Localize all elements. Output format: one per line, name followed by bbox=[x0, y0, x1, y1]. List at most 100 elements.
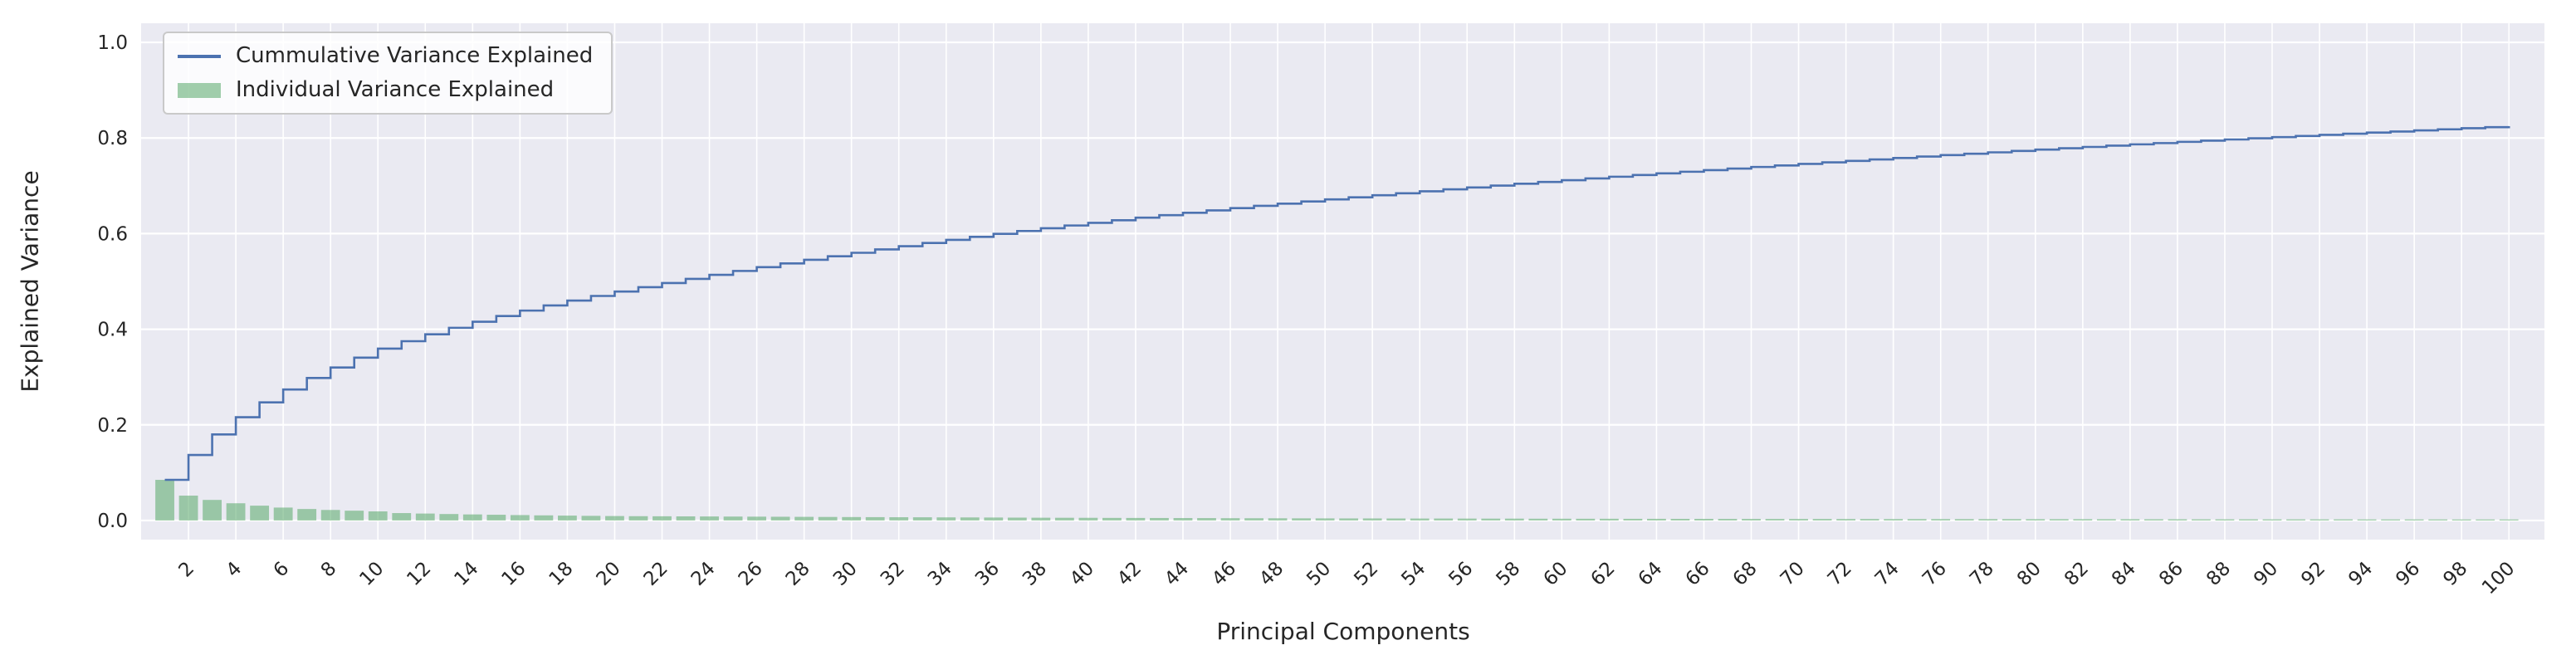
x-tick-label: 72 bbox=[1824, 558, 1856, 590]
x-tick-label: 86 bbox=[2155, 558, 2187, 590]
individual-variance-bar bbox=[1765, 519, 1785, 521]
individual-variance-bar bbox=[770, 516, 790, 521]
individual-variance-bar bbox=[960, 517, 980, 521]
individual-variance-bar bbox=[2404, 519, 2424, 521]
individual-variance-bar bbox=[1836, 519, 1856, 521]
x-tick-label: 84 bbox=[2108, 558, 2140, 590]
individual-variance-bar bbox=[557, 516, 577, 521]
individual-variance-bar bbox=[1078, 517, 1098, 521]
x-tick-label: 44 bbox=[1161, 558, 1193, 590]
individual-variance-bar bbox=[747, 516, 766, 521]
x-tick-label: 10 bbox=[355, 558, 388, 590]
y-tick-label: 0.6 bbox=[97, 223, 128, 245]
individual-variance-bar bbox=[1907, 519, 1927, 521]
individual-variance-bar bbox=[1528, 518, 1548, 521]
x-tick-label: 28 bbox=[782, 558, 814, 590]
x-tick-label: 66 bbox=[1682, 558, 1714, 590]
individual-variance-bar bbox=[1386, 518, 1406, 521]
individual-variance-bar bbox=[889, 517, 909, 521]
individual-variance-bar bbox=[2120, 519, 2140, 521]
x-tick-label: 12 bbox=[403, 558, 435, 590]
individual-variance-bar bbox=[2310, 519, 2329, 521]
individual-variance-bar bbox=[1931, 519, 1951, 521]
x-tick-label: 96 bbox=[2392, 558, 2424, 590]
individual-variance-bar bbox=[1268, 518, 1288, 521]
legend-item-cumulative: Cummulative Variance Explained bbox=[178, 43, 593, 69]
individual-variance-bar bbox=[2428, 519, 2448, 521]
individual-variance-bar bbox=[297, 509, 317, 521]
individual-variance-bar bbox=[1007, 517, 1027, 521]
x-tick-label: 46 bbox=[1208, 558, 1240, 590]
individual-variance-bar bbox=[2381, 519, 2401, 521]
y-tick-label: 0.8 bbox=[97, 128, 128, 149]
x-tick-label: 20 bbox=[593, 558, 625, 590]
individual-variance-bar bbox=[2476, 519, 2495, 521]
x-tick-label: 50 bbox=[1303, 558, 1335, 590]
x-tick-label: 94 bbox=[2344, 558, 2377, 590]
individual-variance-bar bbox=[1504, 518, 1524, 521]
individual-variance-bar bbox=[155, 480, 174, 521]
individual-variance-bar bbox=[1623, 518, 1643, 521]
individual-variance-bar bbox=[936, 517, 956, 521]
individual-variance-bar bbox=[1742, 519, 1761, 521]
x-tick-label: 32 bbox=[877, 558, 909, 590]
x-tick-label: 58 bbox=[1492, 558, 1524, 590]
individual-variance-bar bbox=[2334, 519, 2353, 521]
x-tick-label: 56 bbox=[1444, 558, 1477, 590]
individual-variance-bar bbox=[1954, 519, 1974, 521]
individual-variance-bar bbox=[912, 517, 932, 521]
individual-variance-bar bbox=[842, 516, 862, 521]
legend-label-individual: Individual Variance Explained bbox=[236, 77, 555, 103]
y-tick-label: 0.0 bbox=[97, 511, 128, 532]
individual-variance-bar bbox=[2499, 519, 2519, 521]
x-axis-label: Principal Components bbox=[1216, 618, 1470, 645]
individual-variance-bar bbox=[1150, 517, 1169, 521]
x-tick-label: 48 bbox=[1255, 558, 1288, 590]
x-tick-label: 62 bbox=[1587, 558, 1620, 590]
individual-variance-bar bbox=[1362, 518, 1382, 521]
individual-variance-bar bbox=[2239, 519, 2258, 521]
individual-variance-bar bbox=[1220, 518, 1240, 521]
individual-variance-bar bbox=[250, 506, 270, 521]
individual-variance-bar bbox=[2026, 519, 2046, 521]
individual-variance-bar bbox=[1173, 518, 1193, 521]
individual-variance-bar bbox=[676, 516, 696, 521]
x-tick-label: 76 bbox=[1919, 558, 1951, 590]
x-tick-label: 80 bbox=[2013, 558, 2046, 590]
individual-variance-bar bbox=[1434, 518, 1454, 521]
individual-variance-bar bbox=[1552, 518, 1572, 521]
x-tick-label: 2 bbox=[175, 558, 199, 582]
individual-variance-bar bbox=[1457, 518, 1477, 521]
legend-item-individual: Individual Variance Explained bbox=[178, 77, 593, 103]
individual-variance-bar bbox=[1197, 518, 1216, 521]
individual-variance-bar bbox=[415, 513, 435, 521]
individual-variance-bar bbox=[1670, 519, 1690, 521]
legend-bar-swatch bbox=[178, 82, 221, 98]
individual-variance-bar bbox=[439, 514, 459, 521]
individual-variance-bar bbox=[368, 511, 388, 521]
individual-variance-bar bbox=[1978, 519, 1998, 521]
individual-variance-bar bbox=[1339, 518, 1359, 521]
individual-variance-bar bbox=[486, 515, 506, 521]
individual-variance-bar bbox=[1126, 517, 1146, 521]
x-tick-label: 74 bbox=[1871, 558, 1904, 590]
legend-line-swatch bbox=[178, 54, 221, 58]
x-tick-label: 6 bbox=[270, 558, 294, 582]
x-tick-label: 34 bbox=[924, 558, 956, 590]
individual-variance-bar bbox=[1647, 518, 1666, 521]
individual-variance-bar bbox=[1576, 518, 1596, 521]
individual-variance-bar bbox=[1884, 519, 1904, 521]
individual-variance-bar bbox=[510, 515, 530, 521]
x-tick-label: 70 bbox=[1777, 558, 1809, 590]
individual-variance-bar bbox=[1244, 518, 1264, 521]
individual-variance-bar bbox=[203, 500, 222, 521]
y-tick-label: 0.4 bbox=[97, 320, 128, 341]
x-tick-label: 54 bbox=[1397, 558, 1430, 590]
individual-variance-bar bbox=[1102, 517, 1122, 521]
x-tick-label: 30 bbox=[829, 558, 862, 590]
individual-variance-bar bbox=[1718, 519, 1738, 521]
x-tick-label: 100 bbox=[2478, 558, 2519, 599]
individual-variance-bar bbox=[345, 511, 364, 521]
